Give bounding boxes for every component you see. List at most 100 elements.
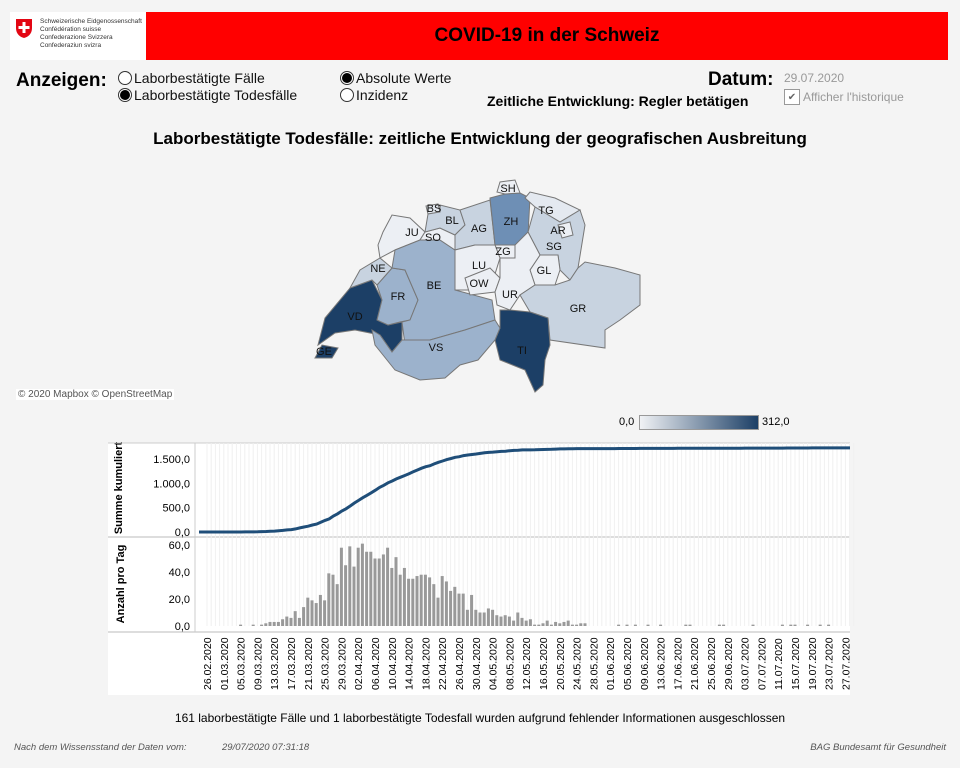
daily-bar[interactable] bbox=[751, 624, 755, 626]
daily-bar[interactable] bbox=[276, 621, 280, 626]
daily-bar[interactable] bbox=[344, 565, 348, 626]
history-checkbox[interactable]: ✔ Afficher l'historique bbox=[784, 89, 904, 105]
daily-bar[interactable] bbox=[827, 624, 831, 626]
radio-circle[interactable] bbox=[118, 87, 132, 102]
daily-bar[interactable] bbox=[570, 624, 574, 626]
daily-bar[interactable] bbox=[470, 594, 474, 626]
daily-bar[interactable] bbox=[818, 624, 822, 626]
daily-bar[interactable] bbox=[272, 621, 276, 626]
daily-bar[interactable] bbox=[717, 624, 721, 626]
daily-bar[interactable] bbox=[491, 609, 495, 626]
canton-sh[interactable] bbox=[496, 179, 521, 195]
canton-vs[interactable] bbox=[371, 319, 501, 381]
daily-bar[interactable] bbox=[352, 566, 356, 626]
daily-bar[interactable] bbox=[369, 551, 373, 626]
daily-bar[interactable] bbox=[335, 584, 339, 626]
daily-bar[interactable] bbox=[251, 624, 255, 626]
daily-bar[interactable] bbox=[331, 574, 335, 626]
daily-bar[interactable] bbox=[684, 624, 688, 626]
cumulative-line[interactable] bbox=[199, 446, 850, 534]
daily-bar[interactable] bbox=[436, 597, 440, 626]
daily-bar[interactable] bbox=[289, 617, 293, 626]
daily-bar[interactable] bbox=[356, 547, 360, 626]
daily-bar[interactable] bbox=[461, 593, 465, 626]
daily-bar[interactable] bbox=[310, 600, 314, 626]
daily-bar[interactable] bbox=[339, 547, 343, 626]
canton-ar[interactable] bbox=[557, 221, 574, 239]
daily-bar[interactable] bbox=[239, 624, 243, 626]
radio-confirmed-deaths[interactable]: Laborbestätigte Todesfälle bbox=[118, 86, 297, 103]
daily-bar[interactable] bbox=[386, 547, 390, 626]
daily-bar[interactable] bbox=[516, 612, 520, 627]
daily-bar[interactable] bbox=[394, 557, 398, 626]
daily-bar[interactable] bbox=[566, 620, 570, 626]
daily-bar[interactable] bbox=[722, 624, 726, 626]
daily-bar[interactable] bbox=[285, 616, 289, 626]
date-value[interactable]: 29.07.2020 bbox=[784, 71, 845, 85]
daily-bar[interactable] bbox=[558, 623, 562, 626]
daily-bar[interactable] bbox=[297, 617, 301, 626]
checkbox-checked-icon[interactable]: ✔ bbox=[784, 89, 800, 105]
daily-bar[interactable] bbox=[482, 612, 486, 627]
time-series-charts[interactable]: Summe kumuliert Anzahl pro Tag 0,0 500,0 1… bbox=[0, 0, 960, 700]
radio-confirmed-cases[interactable]: Laborbestätigte Fälle bbox=[118, 69, 297, 86]
daily-bar[interactable] bbox=[264, 623, 268, 626]
daily-bar[interactable] bbox=[402, 567, 406, 626]
radio-circle[interactable] bbox=[340, 87, 354, 102]
daily-bar[interactable] bbox=[318, 594, 322, 626]
daily-bar[interactable] bbox=[780, 624, 784, 626]
daily-bar[interactable] bbox=[499, 616, 503, 626]
daily-bar[interactable] bbox=[260, 624, 264, 626]
radio-incidence[interactable]: Inzidenz bbox=[340, 86, 451, 103]
daily-bar[interactable] bbox=[659, 624, 663, 626]
daily-bar[interactable] bbox=[541, 623, 545, 626]
daily-bar[interactable] bbox=[360, 543, 364, 626]
daily-bar[interactable] bbox=[398, 574, 402, 626]
daily-bar[interactable] bbox=[465, 609, 469, 626]
daily-bar[interactable] bbox=[579, 623, 583, 626]
daily-bar[interactable] bbox=[507, 616, 511, 626]
daily-bar[interactable] bbox=[617, 624, 621, 626]
radio-circle[interactable] bbox=[118, 70, 132, 85]
daily-bar[interactable] bbox=[432, 584, 436, 626]
daily-bar[interactable] bbox=[365, 551, 369, 626]
daily-bar[interactable] bbox=[444, 581, 448, 626]
daily-bar[interactable] bbox=[495, 615, 499, 626]
daily-bar[interactable] bbox=[457, 593, 461, 626]
daily-bar[interactable] bbox=[453, 586, 457, 626]
daily-bar[interactable] bbox=[428, 577, 432, 626]
daily-bar[interactable] bbox=[789, 624, 793, 626]
daily-bar[interactable] bbox=[474, 609, 478, 626]
daily-bar[interactable] bbox=[268, 621, 272, 626]
daily-bar[interactable] bbox=[512, 620, 516, 626]
daily-bar[interactable] bbox=[407, 578, 411, 626]
daily-bar[interactable] bbox=[554, 621, 558, 626]
daily-bar[interactable] bbox=[583, 623, 587, 626]
daily-bar[interactable] bbox=[423, 574, 427, 626]
daily-bar[interactable] bbox=[281, 619, 285, 626]
daily-bar[interactable] bbox=[373, 558, 377, 627]
daily-bar[interactable] bbox=[549, 624, 553, 626]
daily-bar[interactable] bbox=[293, 611, 297, 626]
daily-bar[interactable] bbox=[411, 578, 415, 626]
daily-bar[interactable] bbox=[545, 620, 549, 626]
daily-bar[interactable] bbox=[486, 608, 490, 626]
daily-bar[interactable] bbox=[348, 546, 352, 626]
daily-bar[interactable] bbox=[302, 607, 306, 626]
daily-bar[interactable] bbox=[575, 624, 579, 626]
daily-bar[interactable] bbox=[390, 567, 394, 626]
daily-bar[interactable] bbox=[625, 624, 629, 626]
daily-bar[interactable] bbox=[528, 619, 532, 626]
daily-bar[interactable] bbox=[520, 617, 524, 626]
daily-bar[interactable] bbox=[806, 624, 810, 626]
daily-bar[interactable] bbox=[381, 554, 385, 626]
daily-bar[interactable] bbox=[440, 576, 444, 626]
daily-bar[interactable] bbox=[562, 621, 566, 626]
daily-bar[interactable] bbox=[415, 576, 419, 626]
daily-bar[interactable] bbox=[533, 624, 537, 626]
canton-ge[interactable] bbox=[314, 344, 339, 359]
daily-bar[interactable] bbox=[327, 573, 331, 626]
daily-bar[interactable] bbox=[793, 624, 797, 626]
map-attribution[interactable]: © 2020 Mapbox © OpenStreetMap bbox=[16, 389, 175, 400]
radio-circle[interactable] bbox=[340, 70, 354, 85]
